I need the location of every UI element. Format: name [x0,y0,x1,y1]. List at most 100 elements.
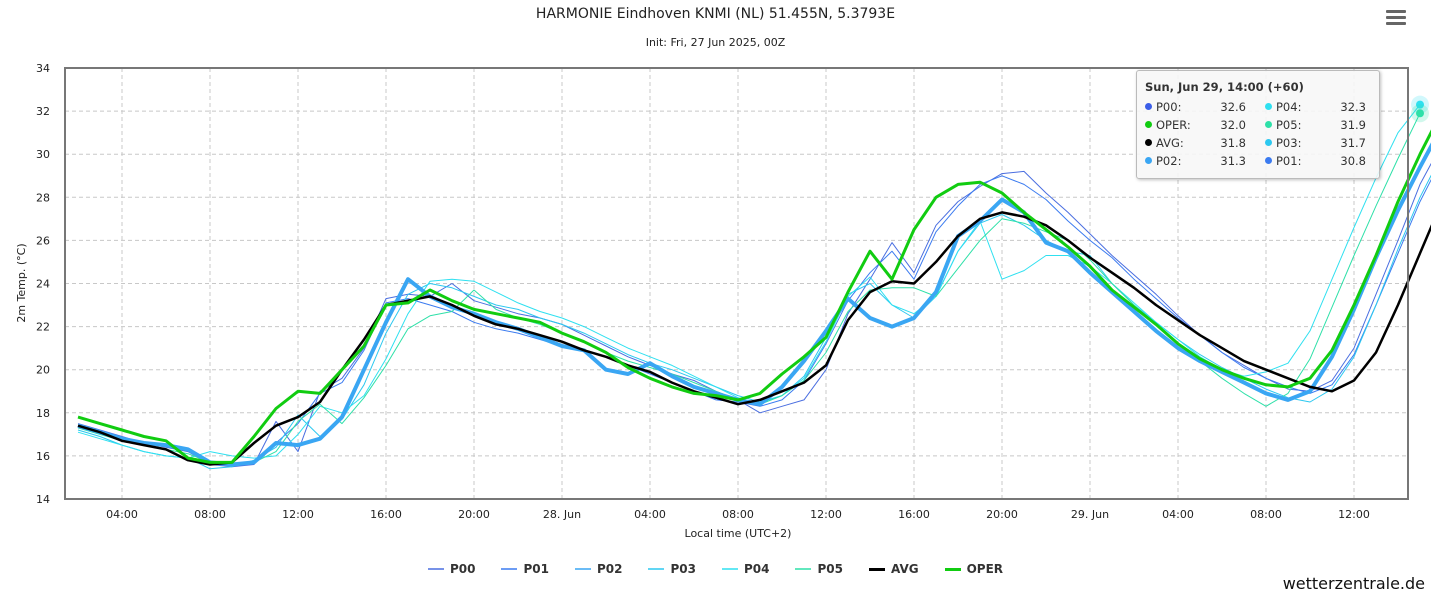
y-tick-label: 28 [36,191,50,204]
legend-label: P02 [596,562,623,576]
chart-title: HARMONIE Eindhoven KNMI (NL) 51.455N, 5.… [535,6,896,22]
x-tick-label: 12:00 [1338,508,1370,521]
chart-subtitle: Init: Fri, 27 Jun 2025, 00Z [645,36,786,49]
tooltip-series-name: P05: [1276,118,1302,132]
x-tick-label: 20:00 [458,508,490,521]
tooltip-row: P01: 30.8 [1265,152,1383,170]
y-tick-label: 32 [36,105,50,118]
hover-markers [1411,95,1429,123]
tooltip-series-name: AVG: [1156,136,1184,150]
y-tick-label: 16 [36,450,50,463]
legend-item-p03[interactable]: P03 [648,562,696,576]
tooltip-series-name: P04: [1276,100,1302,114]
legend-item-p04[interactable]: P04 [721,562,770,576]
legend-swatch-icon [427,568,444,570]
series-dot-icon [1265,157,1272,164]
tooltip-series-name: OPER: [1156,118,1191,132]
y-tick-label: 24 [36,278,50,291]
x-tick-label: 16:00 [898,508,930,521]
tooltip-series-value: 32.6 [1220,100,1246,114]
x-axis-ticks: 04:00 08:00 12:00 16:00 20:00 28. Jun 04:00 08:… [106,508,1370,521]
legend-label: OPER [966,562,1004,576]
y-tick-label: 14 [36,493,50,506]
x-tick-label: 20:00 [986,508,1018,521]
y-tick-label: 18 [36,407,50,420]
series-line-avg[interactable] [77,115,1431,466]
tooltip-series-value: 31.7 [1340,136,1366,150]
series-dot-icon [1145,103,1152,110]
legend-item-p00[interactable]: P00 [427,562,476,576]
tooltip-series-value: 31.8 [1220,136,1246,150]
x-tick-label: 08:00 [194,508,226,521]
legend-swatch-icon [574,568,591,570]
series-dot-icon [1145,121,1152,128]
legend-swatch-icon [944,567,961,571]
series-dot-icon [1265,121,1272,128]
tooltip-series-name: P02: [1156,154,1182,168]
series-dot-icon [1265,139,1272,146]
x-tick-label: 28. Jun [543,508,581,521]
legend-label: P00 [449,562,476,576]
tooltip-series-name: P00: [1156,100,1182,114]
legend-item-oper[interactable]: OPER [944,562,1004,576]
tooltip-series-value: 32.3 [1340,100,1366,114]
x-tick-label: 16:00 [370,508,402,521]
series-line-p01[interactable] [77,137,1431,465]
tooltip-row: P04: 32.3 [1265,98,1383,116]
legend-item-p01[interactable]: P01 [501,562,549,576]
tooltip-row: AVG: 31.8 [1145,134,1263,152]
hamburger-menu-icon[interactable] [1386,10,1406,26]
series-line-oper[interactable] [77,111,1431,464]
credit-text: wetterzentrale.de [1282,574,1425,593]
legend-swatch-icon [501,568,518,570]
tooltip-series-name: P01: [1276,154,1302,168]
tooltip-series-value: 32.0 [1220,118,1246,132]
y-tick-label: 30 [36,148,50,161]
series-dot-icon [1265,103,1272,110]
legend-label: P05 [817,562,843,576]
legend-item-avg[interactable]: AVG [868,562,919,576]
tooltip-series-value: 31.9 [1340,118,1366,132]
y-axis-label: 2m Temp. (°C) [15,243,28,322]
series-line-p02[interactable] [77,126,1431,467]
tooltip-row: P03: 31.7 [1265,134,1383,152]
tooltip: Sun, Jun 29, 14:00 (+60) P00: 32.6 OPER: 32… [1136,70,1380,179]
tooltip-heading: Sun, Jun 29, 14:00 (+60) [1145,80,1304,94]
tooltip-series-name: P03: [1276,136,1302,150]
legend-swatch-icon [648,568,665,570]
tooltip-row: OPER: 32.0 [1145,116,1263,134]
legend-item-p05[interactable]: P05 [795,562,843,576]
x-tick-label: 08:00 [722,508,754,521]
y-axis-ticks: 14 16 18 20 22 24 26 28 30 32 34 [36,62,50,506]
legend-swatch-icon [868,567,885,571]
legend: P00 P01 P02 P03 P04 P05 AVG OPER [0,562,1431,576]
series-dot-icon [1145,139,1152,146]
series-dot-icon [1145,157,1152,164]
tooltip-row: P00: 32.6 [1145,98,1263,116]
legend-label: P01 [523,562,549,576]
y-tick-label: 26 [36,234,50,247]
plot-frame [64,67,1409,500]
x-axis-label: Local time (UTC+2) [685,527,792,540]
x-tick-label: 04:00 [634,508,666,521]
x-tick-label: 12:00 [282,508,314,521]
hover-marker-p04 [1416,100,1424,109]
legend-label: P04 [743,562,770,576]
x-tick-label: 12:00 [810,508,842,521]
x-tick-label: 04:00 [1162,508,1194,521]
series-line-p00[interactable] [77,98,1431,468]
y-tick-label: 22 [36,321,50,334]
legend-label: P03 [670,562,696,576]
legend-swatch-icon [795,568,812,570]
tooltip-series-value: 30.8 [1340,154,1366,168]
legend-swatch-icon [721,568,738,570]
x-tick-label: 29. Jun [1071,508,1109,521]
tooltip-series-value: 31.3 [1220,154,1246,168]
y-tick-label: 20 [36,364,50,377]
x-tick-label: 04:00 [106,508,138,521]
y-tick-label: 34 [36,62,50,75]
legend-item-p02[interactable]: P02 [574,562,623,576]
tooltip-row: P02: 31.3 [1145,152,1263,170]
tooltip-row: P05: 31.9 [1265,116,1383,134]
hover-marker-p05 [1416,109,1424,118]
